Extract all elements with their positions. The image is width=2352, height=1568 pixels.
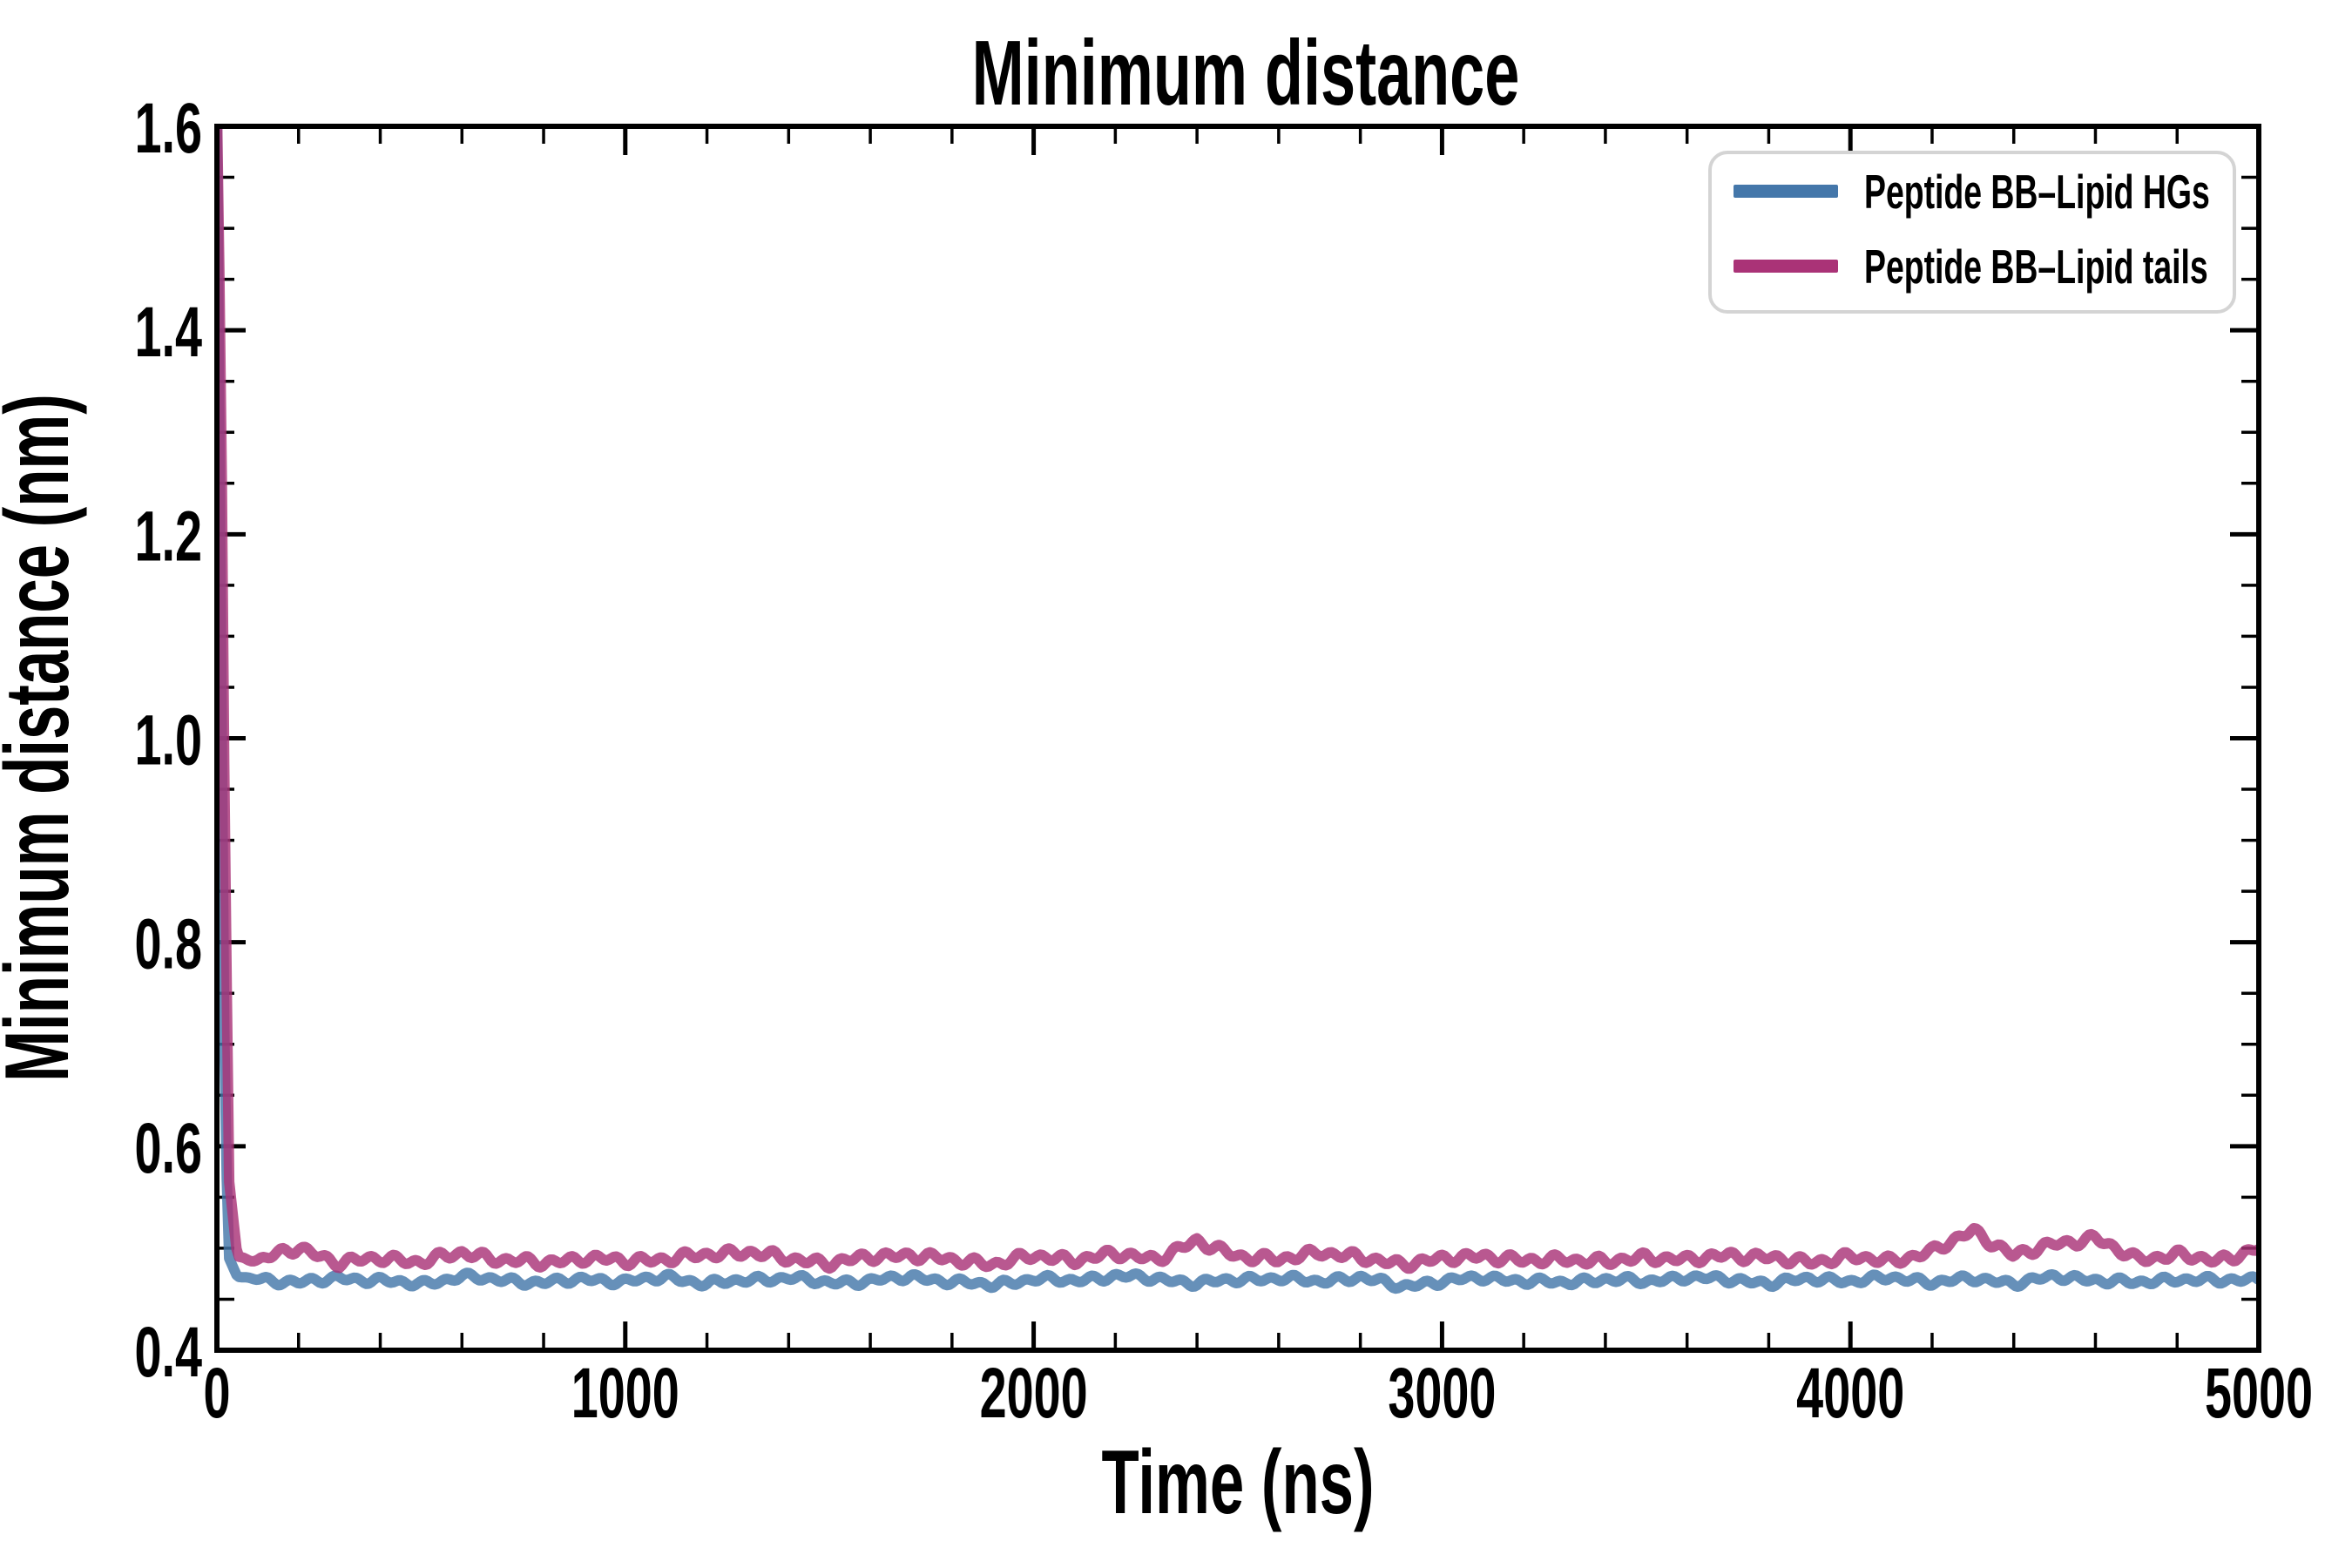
- y-tick-label: 0.6: [134, 1108, 202, 1187]
- y-tick-label: 1.6: [134, 88, 202, 167]
- x-tick-label: 4000: [1796, 1353, 1904, 1432]
- axes-spines: [214, 124, 2261, 1353]
- legend-box: [1708, 151, 2236, 314]
- y-tick-label: 0.8: [134, 904, 202, 983]
- legend-swatch-hgs: [1734, 185, 1838, 198]
- x-tick-label: 1000: [571, 1353, 679, 1432]
- x-tick-label: 5000: [2205, 1353, 2313, 1432]
- legend-label-hgs: Peptide BB–Lipid HGs: [1864, 165, 2210, 219]
- series-line-0: [217, 126, 2259, 1294]
- x-tick-label: 2000: [980, 1353, 1088, 1432]
- x-tick-label: 0: [203, 1353, 230, 1432]
- x-tick-label: 3000: [1388, 1353, 1496, 1432]
- tick-labels: 0 1000 2000 3000 4000 5000 0.4 0.6 0.8 1.0 1.2 1.4 1…: [134, 88, 2313, 1432]
- legend-swatch-tails: [1734, 260, 1838, 273]
- legend: Peptide BB–Lipid HGs Peptide BB–Lipid ta…: [1708, 151, 2236, 314]
- x-axis-label: Time (ns): [1101, 1430, 1374, 1532]
- chart-title: Minimum distance: [972, 22, 1520, 125]
- plot-area: [217, 126, 2259, 1294]
- y-tick-label: 1.2: [134, 497, 202, 576]
- legend-label-tails: Peptide BB–Lipid tails: [1864, 240, 2208, 294]
- series-line-1: [217, 126, 2259, 1274]
- y-tick-label: 1.4: [134, 292, 202, 371]
- y-tick-label: 1.0: [134, 700, 202, 780]
- y-axis-label: Minimum distance (nm): [0, 394, 87, 1082]
- y-tick-label: 0.4: [134, 1312, 202, 1391]
